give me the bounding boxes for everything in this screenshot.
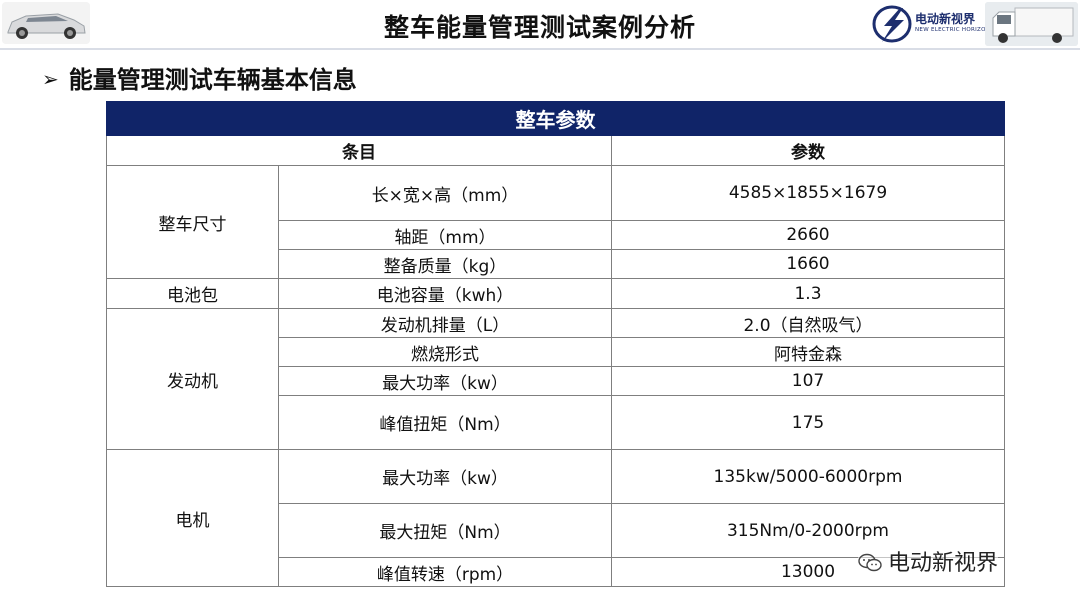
- group-label: 整车尺寸: [106, 165, 279, 279]
- group-label: 电池包: [106, 278, 279, 309]
- item-cell: 燃烧形式: [278, 337, 612, 367]
- item-cell: 整备质量（kg）: [278, 249, 612, 279]
- value-cell: 107: [611, 366, 1005, 396]
- vehicle-spec-table: 整车参数 条目 参数 整车尺寸 长×宽×高（mm） 4585×1855×1679…: [106, 101, 1005, 587]
- value-cell: 阿特金森: [611, 337, 1005, 367]
- table-row: 燃烧形式 阿特金森: [107, 337, 1005, 367]
- brand-name: 电动新视界: [915, 12, 976, 26]
- item-cell: 最大功率（kw）: [278, 449, 612, 504]
- item-cell: 峰值转速（rpm）: [278, 557, 612, 587]
- brand-english-name: NEW ELECTRIC HORIZON: [915, 27, 991, 33]
- item-cell: 发动机排量（L）: [278, 308, 612, 338]
- wechat-icon: [858, 553, 882, 579]
- value-cell: 2660: [611, 220, 1005, 250]
- table-row: 峰值扭矩（Nm） 175: [107, 395, 1005, 450]
- arrow-bullet-icon: ➢: [42, 67, 59, 91]
- item-cell: 峰值扭矩（Nm）: [278, 395, 612, 450]
- watermark: 电动新视界: [858, 545, 999, 579]
- truck-image: [985, 2, 1078, 46]
- value-cell: 4585×1855×1679: [611, 165, 1005, 221]
- table-row: 发动机 发动机排量（L） 2.0（自然吸气）: [106, 308, 1005, 450]
- title-divider: [0, 48, 1080, 50]
- value-cell: 135kw/5000-6000rpm: [611, 449, 1005, 504]
- table-row: 电机 最大功率（kw） 135kw/5000-6000rpm: [106, 449, 1005, 587]
- item-cell: 轴距（mm）: [278, 220, 612, 250]
- value-cell: 1660: [611, 249, 1005, 279]
- group-label: 发动机: [106, 308, 279, 450]
- table-row: 轴距（mm） 2660: [107, 220, 1005, 250]
- table-row: 整车尺寸 长×宽×高（mm） 4585×1855×1679: [106, 165, 1005, 279]
- table-header-row: 条目 参数: [106, 135, 1005, 166]
- group-label: 电机: [106, 449, 279, 587]
- slide-header: 整车能量管理测试案例分析 电动新视界 NEW ELECTRIC HORIZON: [0, 0, 1080, 52]
- table-row: 最大功率（kw） 107: [107, 366, 1005, 396]
- brand-logo: [870, 4, 982, 44]
- table-banner-row: 整车参数: [106, 101, 1005, 136]
- slide-title: 整车能量管理测试案例分析: [383, 13, 696, 42]
- item-cell: 最大扭矩（Nm）: [278, 503, 612, 558]
- column-header-param: 参数: [611, 135, 1005, 166]
- item-cell: 电池容量（kwh）: [278, 278, 612, 309]
- suv-car-image: [2, 2, 90, 44]
- table-row: 电池包 电池容量（kwh） 1.3: [106, 278, 1005, 309]
- section-heading: ➢ 能量管理测试车辆基本信息: [42, 60, 357, 95]
- value-cell: 175: [611, 395, 1005, 450]
- item-cell: 长×宽×高（mm）: [278, 165, 612, 221]
- value-cell: 2.0（自然吸气）: [611, 308, 1005, 338]
- value-cell: 1.3: [611, 278, 1005, 309]
- item-cell: 最大功率（kw）: [278, 366, 612, 396]
- watermark-text: 电动新视界: [888, 551, 999, 576]
- section-heading-text: 能量管理测试车辆基本信息: [68, 66, 357, 94]
- table-banner: 整车参数: [106, 101, 1005, 136]
- column-header-item: 条目: [106, 135, 612, 166]
